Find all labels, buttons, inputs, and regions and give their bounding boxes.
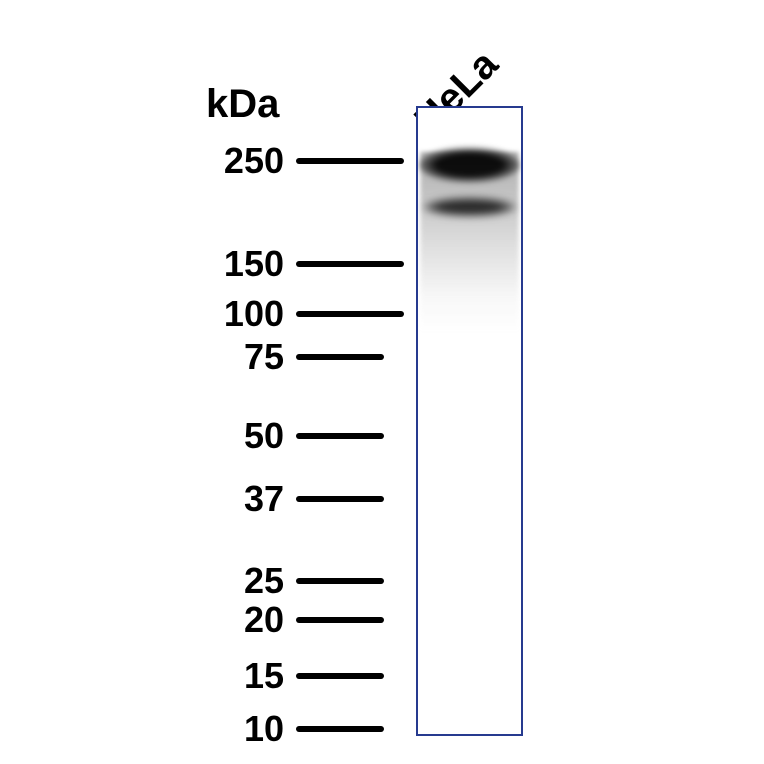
marker-value: 75: [244, 336, 284, 378]
marker-value: 100: [224, 293, 284, 335]
blot-lane: [416, 106, 523, 736]
marker-value: 20: [244, 599, 284, 641]
marker-line: [296, 261, 404, 267]
marker-line: [296, 726, 384, 732]
marker-line: [296, 496, 384, 502]
marker-value: 37: [244, 478, 284, 520]
marker-value: 50: [244, 415, 284, 457]
marker-line: [296, 617, 384, 623]
marker-line: [296, 158, 404, 164]
marker-value: 250: [224, 140, 284, 182]
marker-value: 150: [224, 243, 284, 285]
marker-line: [296, 311, 404, 317]
marker-line: [296, 354, 384, 360]
marker-value: 10: [244, 708, 284, 750]
blot-figure: kDa HeLa 25015010075503725201510: [0, 0, 764, 764]
marker-line: [296, 578, 384, 584]
marker-value: 25: [244, 560, 284, 602]
marker-value: 15: [244, 655, 284, 697]
marker-line: [296, 673, 384, 679]
unit-label: kDa: [206, 82, 279, 127]
blot-band-smear: [420, 152, 519, 332]
marker-line: [296, 433, 384, 439]
